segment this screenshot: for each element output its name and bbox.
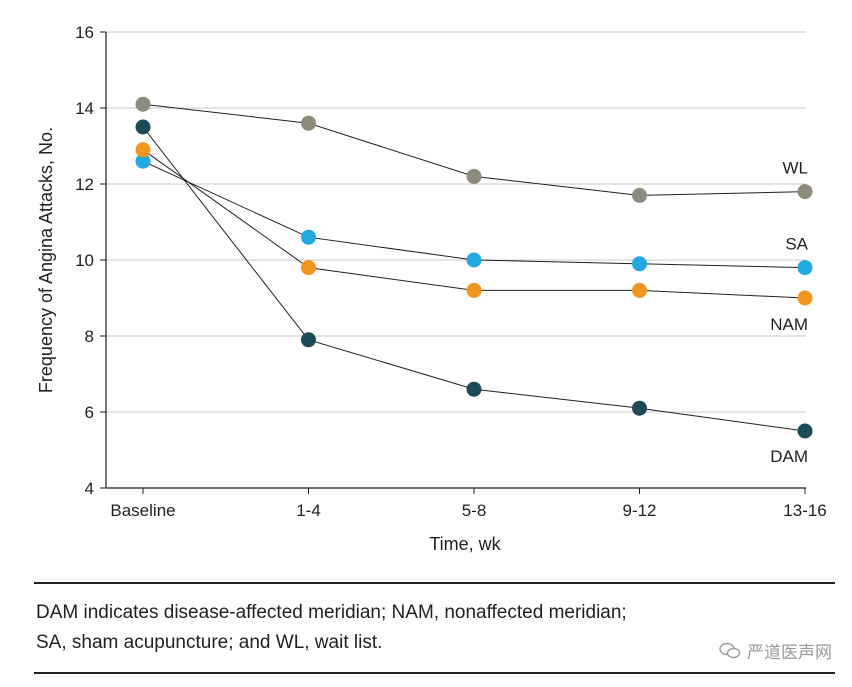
grid-lines [106, 31, 806, 413]
caption-bottom-rule [34, 672, 835, 674]
series-label-dam: DAM [770, 447, 808, 466]
y-tick-label-12: 12 [75, 175, 94, 194]
point-wl-13-16 [797, 184, 813, 200]
x-tick-labels: Baseline 1-4 5-8 9-12 13-16 [110, 501, 826, 520]
point-sa-1-4 [301, 229, 316, 245]
caption-line-2: SA, sham acupuncture; and WL, wait list. [36, 632, 383, 653]
point-dam-5-8 [466, 381, 482, 397]
series-labels: WL SA NAM DAM [770, 159, 808, 466]
x-axis-title: Time, wk [429, 534, 501, 554]
point-sa-9-12 [632, 256, 647, 272]
point-wl-1-4 [301, 115, 316, 131]
y-tick-label-8: 8 [85, 327, 94, 346]
point-dam-9-12 [632, 400, 647, 416]
point-sa-Baseline [135, 153, 151, 169]
series-label-nam: NAM [770, 315, 808, 334]
y-tick-label-4: 4 [85, 479, 94, 498]
series-label-sa: SA [785, 235, 808, 254]
figure-caption: DAM indicates disease-affected meridian;… [36, 598, 816, 658]
x-tick-label-1-4: 1-4 [296, 501, 321, 520]
point-wl-Baseline [135, 96, 151, 112]
point-sa-5-8 [466, 252, 482, 268]
watermark: 严道医声网 [719, 638, 832, 663]
point-nam-9-12 [632, 282, 647, 298]
axes [100, 31, 806, 494]
y-tick-label-10: 10 [75, 251, 94, 270]
y-tick-label-16: 16 [75, 23, 94, 42]
caption-line-1: DAM indicates disease-affected meridian;… [36, 602, 627, 623]
x-tick-label-9-12: 9-12 [622, 501, 656, 520]
point-wl-9-12 [632, 187, 647, 203]
point-nam-1-4 [301, 260, 316, 276]
y-tick-labels: 4 6 8 10 12 14 16 [75, 23, 94, 498]
y-axis-title: Frequency of Angina Attacks, No. [36, 127, 56, 393]
point-dam-13-16 [797, 423, 813, 439]
point-nam-Baseline [135, 142, 151, 158]
line-chart: 4 6 8 10 12 14 16 Baseline 1-4 5-8 9-12 13-16 WL SA… [36, 23, 827, 554]
point-wl-5-8 [466, 168, 482, 184]
point-sa-13-16 [797, 260, 813, 276]
x-tick-label-13-16: 13-16 [783, 501, 826, 520]
point-dam-1-4 [301, 332, 316, 348]
wechat-icon [719, 642, 741, 658]
x-tick-label-5-8: 5-8 [462, 501, 487, 520]
point-nam-5-8 [466, 282, 482, 298]
x-tick-label-Baseline: Baseline [110, 501, 175, 520]
point-nam-13-16 [797, 290, 813, 306]
watermark-text: 严道医声网 [747, 643, 832, 662]
series-label-wl: WL [783, 159, 809, 178]
point-dam-Baseline [135, 119, 151, 135]
y-tick-label-6: 6 [85, 403, 94, 422]
y-tick-label-14: 14 [75, 99, 94, 118]
caption-top-rule [34, 582, 835, 584]
series-points [135, 96, 813, 439]
